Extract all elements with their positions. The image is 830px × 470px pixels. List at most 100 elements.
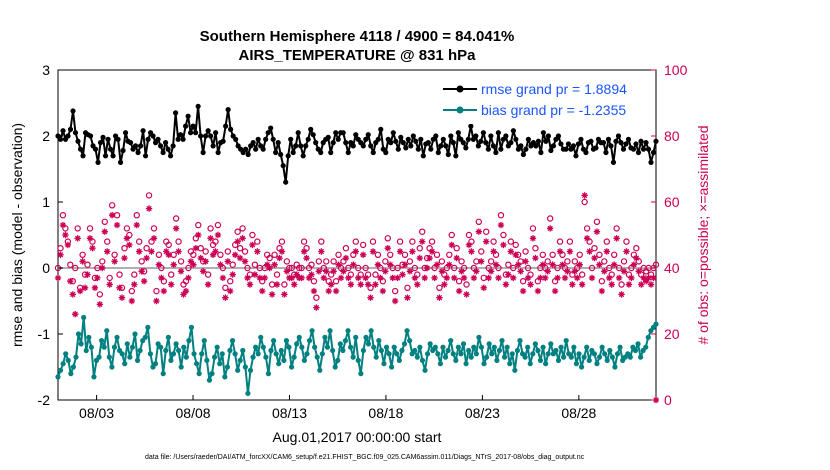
obs-assimilated-point — [266, 264, 273, 272]
x-tick-label: 08/18 — [368, 405, 403, 421]
obs-assimilated-point — [101, 228, 108, 235]
rmse-point — [630, 146, 637, 152]
obs-assimilated-point — [96, 301, 104, 308]
obs-assimilated-point — [325, 287, 332, 295]
bias-point — [319, 351, 325, 357]
obs-assimilated-point — [288, 274, 295, 282]
chart-subtitle: AIRS_TEMPERATURE @ 831 hPa — [239, 47, 477, 64]
obs-assimilated-point — [473, 268, 480, 275]
bias-point — [478, 344, 485, 350]
obs-assimilated-point — [271, 261, 278, 268]
obs-possible-point — [278, 238, 286, 245]
obs-possible-point — [96, 291, 104, 298]
y2-axis-label: # of obs: o=possible; ×=assimilated — [695, 125, 711, 344]
bias-point — [88, 344, 94, 350]
rmse-point — [288, 136, 294, 142]
obs-possible-point — [559, 251, 566, 258]
obs-assimilated-point — [460, 274, 468, 282]
obs-assimilated-point — [202, 258, 209, 265]
obs-possible-point — [551, 278, 559, 285]
rmse-point — [613, 138, 619, 144]
bias-point — [419, 357, 426, 363]
bias-point — [612, 364, 618, 370]
rmse-point — [383, 149, 389, 156]
rmse-point — [137, 143, 144, 149]
obs-possible-point — [578, 271, 586, 278]
bias-point — [204, 357, 210, 363]
obs-possible-point — [59, 211, 67, 219]
rmse-point — [195, 103, 201, 109]
rmse-point — [418, 136, 424, 142]
rmse-point — [408, 143, 414, 149]
bias-point — [163, 347, 169, 354]
rmse-point — [95, 159, 101, 165]
bias-point — [263, 354, 269, 360]
obs-assimilated-point — [145, 205, 153, 212]
obs-assimilated-point — [559, 261, 566, 268]
obs-assimilated-point — [123, 235, 131, 242]
obs-assimilated-point — [241, 258, 249, 265]
obs-assimilated-point — [419, 238, 426, 245]
obs-possible-point — [409, 238, 416, 245]
rmse-point — [405, 136, 411, 142]
rmse-point — [318, 149, 324, 156]
bias-point — [178, 364, 184, 370]
rmse-point — [440, 136, 446, 142]
rmse-point — [330, 140, 336, 146]
rmse-point — [67, 126, 74, 132]
obs-assimilated-point — [512, 251, 519, 258]
obs-possible-point — [519, 278, 527, 285]
bias-point — [466, 347, 472, 354]
obs-possible-point — [482, 228, 490, 235]
obs-assimilated-point — [180, 291, 187, 298]
obs-possible-point — [298, 264, 305, 272]
obs-assimilated-point — [492, 261, 500, 268]
obs-assimilated-point — [537, 274, 544, 282]
obs-assimilated-point — [524, 274, 532, 282]
obs-possible-point — [168, 271, 175, 278]
bias-point — [358, 371, 364, 377]
obs-assimilated-point — [578, 281, 586, 288]
rmse-point — [498, 146, 504, 152]
bias-point — [301, 357, 307, 363]
bias-point — [57, 367, 64, 373]
bias-point — [258, 334, 264, 340]
obs-assimilated-point — [606, 274, 613, 282]
bias-point — [137, 347, 143, 354]
bias-point — [499, 338, 505, 344]
bias-point — [432, 344, 438, 350]
rmse-point — [548, 147, 554, 154]
bias-point — [68, 371, 74, 377]
obs-assimilated-point — [377, 274, 384, 282]
bias-point — [355, 357, 361, 363]
bias-point — [504, 344, 510, 350]
bias-point — [481, 361, 487, 367]
obs-assimilated-point — [246, 281, 254, 288]
obs-possible-point — [236, 244, 244, 252]
obs-possible-point — [327, 271, 335, 278]
rmse-point — [280, 163, 286, 169]
bias-point — [170, 351, 177, 357]
obs-assimilated-point — [249, 241, 256, 249]
obs-possible-point — [546, 215, 554, 222]
bias-point — [553, 347, 559, 354]
bias-point — [111, 344, 118, 350]
bias-point — [458, 351, 464, 357]
bias-point — [152, 361, 159, 367]
obs-assimilated-point — [367, 294, 374, 301]
rmse-point — [443, 143, 449, 149]
obs-assimilated-point — [224, 258, 232, 265]
obs-assimilated-point — [387, 261, 394, 268]
bias-point — [394, 351, 400, 357]
bias-point — [106, 354, 112, 360]
rmse-point — [190, 123, 196, 129]
obs-assimilated-point — [561, 274, 569, 282]
obs-possible-point — [160, 278, 168, 285]
data-file-caption: data file: /Users/raeder/DAI/ATM_forcXX/… — [145, 454, 585, 461]
rmse-point — [305, 136, 311, 142]
obs-assimilated-point — [59, 221, 67, 229]
obs-possible-point — [229, 261, 236, 268]
obs-assimilated-point — [374, 261, 382, 268]
bias-point — [65, 357, 71, 363]
obs-assimilated-point — [234, 238, 241, 245]
